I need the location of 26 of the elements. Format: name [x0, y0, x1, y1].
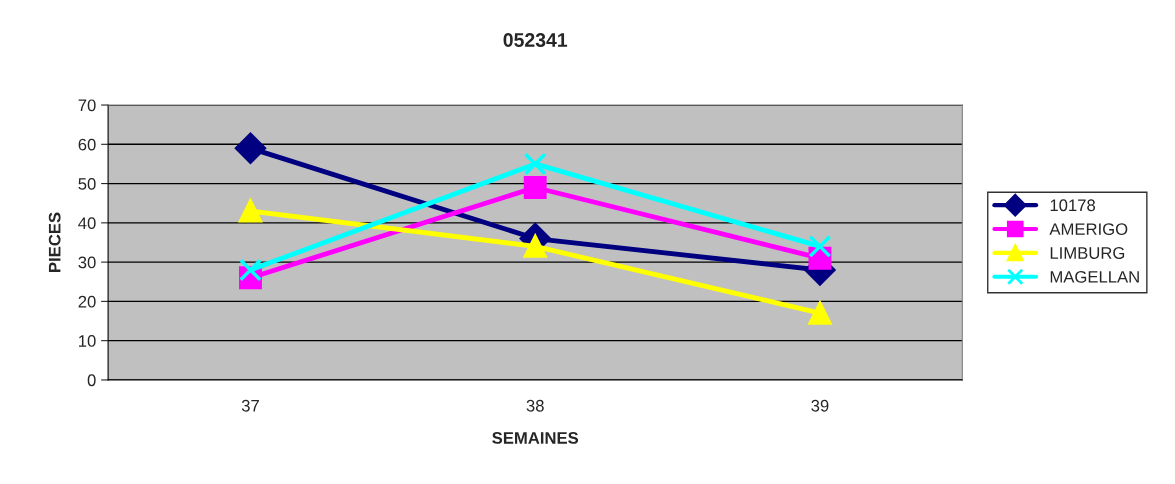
legend-label: LIMBURG [1050, 247, 1125, 259]
y-axis-title: PIECES [48, 212, 61, 272]
point [807, 299, 833, 325]
legend-label: 10178 [1050, 199, 1096, 212]
y-tick-label: 40 [78, 217, 96, 230]
x-tick-label: 39 [811, 399, 829, 412]
point [808, 234, 832, 258]
chart-title: 052341 [503, 33, 568, 47]
legend-label: AMERIGO [1049, 223, 1128, 236]
x-axis-title: SEMAINES [492, 432, 579, 444]
legend-label: MAGELLAN [1050, 270, 1139, 283]
y-tick-label: 30 [78, 256, 96, 269]
point [238, 197, 263, 223]
x-tick-label: 37 [241, 399, 259, 412]
y-tick-label: 20 [78, 295, 96, 308]
point [234, 132, 266, 164]
y-tick-label: 50 [78, 177, 96, 190]
y-tick-label: 60 [78, 138, 96, 151]
point [523, 152, 547, 176]
y-tick-label: 70 [78, 99, 96, 112]
point [523, 234, 547, 258]
x-tick-label: 38 [526, 399, 544, 412]
y-tick-label: 10 [79, 335, 96, 347]
point [239, 258, 262, 282]
y-tick-label: 0 [87, 374, 96, 387]
point [523, 176, 547, 199]
